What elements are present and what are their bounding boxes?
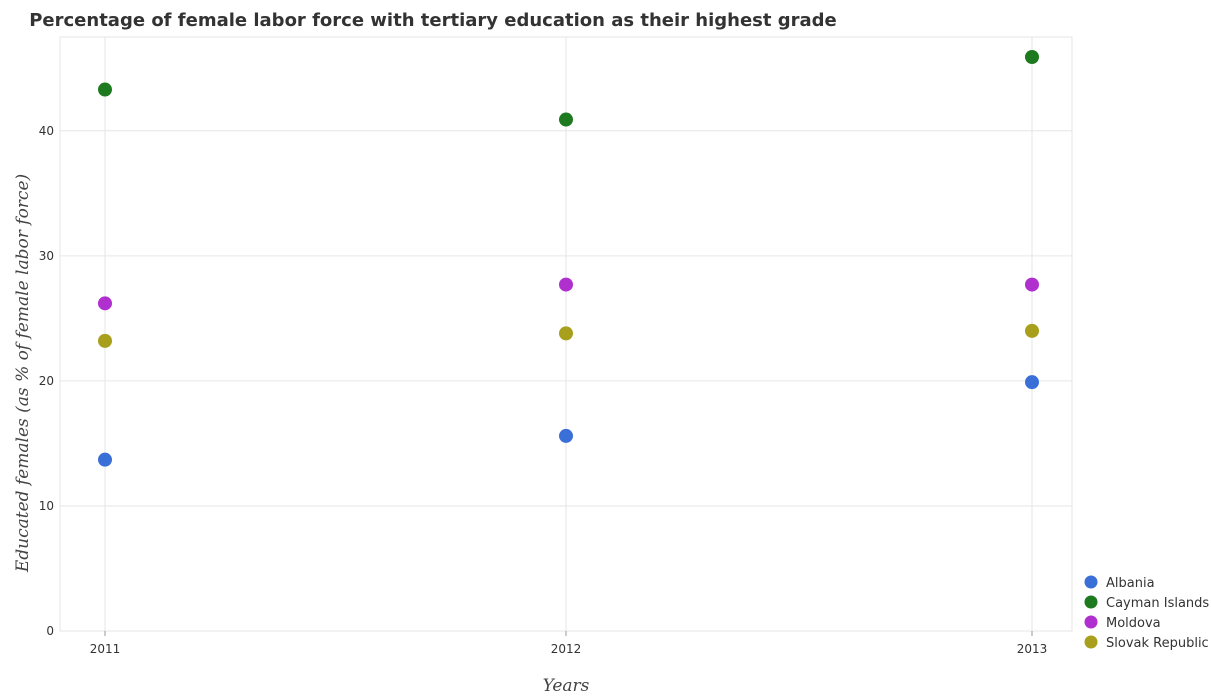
point-albania <box>98 452 112 467</box>
chart-title: Percentage of female labor force with te… <box>29 10 837 31</box>
point-slovak-republic <box>1025 323 1039 338</box>
x-tick-label: 2012 <box>551 642 582 656</box>
legend: Albania Cayman Islands Moldova Slovak Repub… <box>1084 575 1209 651</box>
point-cayman-islands <box>559 112 573 127</box>
y-tick-label: 0 <box>46 624 54 638</box>
y-tick-label: 10 <box>39 499 54 513</box>
point-cayman-islands <box>1025 50 1039 65</box>
legend-label-albania: Albania <box>1106 576 1155 591</box>
point-moldova <box>1025 277 1039 292</box>
legend-marker-moldova <box>1084 615 1098 629</box>
x-tick-label: 2013 <box>1017 642 1048 656</box>
point-moldova <box>559 277 573 292</box>
x-tick-label: 2011 <box>90 642 121 656</box>
y-tick-label: 20 <box>39 374 54 388</box>
legend-marker-albania <box>1084 575 1098 589</box>
legend-marker-slovak-republic <box>1084 635 1098 649</box>
legend-label-cayman-islands: Cayman Islands <box>1106 596 1209 611</box>
legend-label-slovak-republic: Slovak Republic <box>1106 636 1209 651</box>
x-axis-label: Years <box>543 676 590 696</box>
data-points <box>98 50 1039 467</box>
point-cayman-islands <box>98 82 112 97</box>
point-slovak-republic <box>559 326 573 341</box>
point-moldova <box>98 296 112 311</box>
point-albania <box>559 428 573 443</box>
point-slovak-republic <box>98 333 112 348</box>
legend-marker-cayman-islands <box>1084 595 1098 609</box>
y-tick-label: 40 <box>39 124 54 138</box>
axes: 0 10 20 30 40 2011 2012 2013 <box>39 124 1048 656</box>
y-axis-label: Educated females (as % of female labor f… <box>13 174 33 573</box>
point-albania <box>1025 375 1039 390</box>
y-tick-label: 30 <box>39 249 54 263</box>
legend-label-moldova: Moldova <box>1106 616 1161 631</box>
